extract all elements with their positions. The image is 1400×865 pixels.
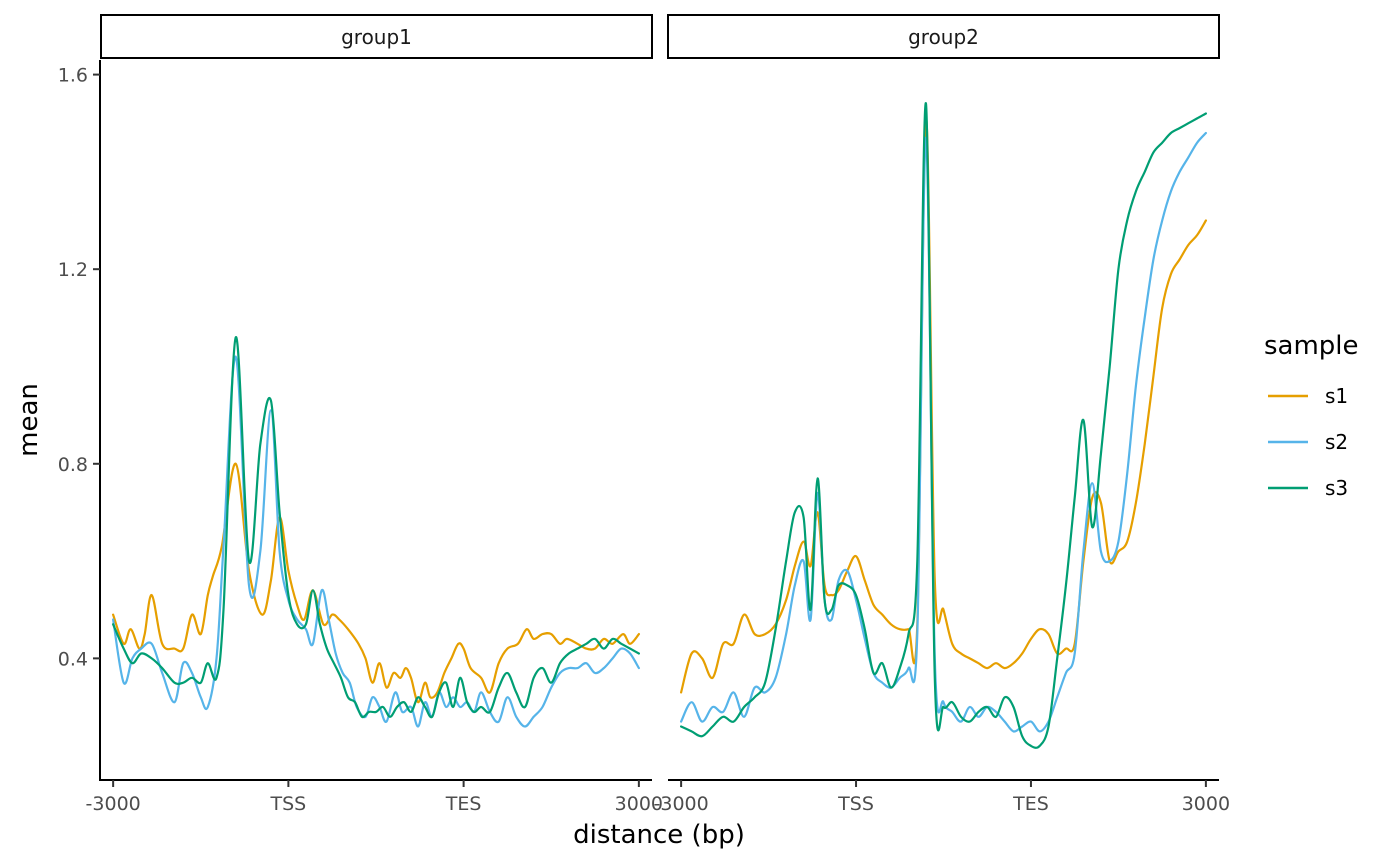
legend-label-s1: s1 (1325, 384, 1348, 408)
facet-label-group1: group1 (341, 25, 412, 49)
y-tick-label: 0.8 (58, 454, 88, 476)
facet-strip-group2: group2 (667, 14, 1220, 59)
legend: sample s1 s2 s3 (1264, 331, 1359, 500)
x-tick-label: -3000 (654, 793, 709, 815)
legend-label-s3: s3 (1325, 476, 1348, 500)
series-line-group2-s1 (680, 117, 1207, 694)
x-tick-label: TSS (837, 793, 874, 815)
series-line-group2-s3 (680, 102, 1207, 749)
x-tick-label: 3000 (1182, 793, 1230, 815)
series-line-group1-s2 (112, 355, 640, 728)
legend-label-s2: s2 (1325, 430, 1348, 454)
x-tick-label: TES (445, 793, 482, 815)
legend-title: sample (1264, 331, 1359, 361)
x-tick-label: 3000 (615, 793, 663, 815)
y-axis-title: mean (14, 383, 44, 457)
legend-items: s1 s2 s3 (1268, 384, 1348, 500)
x-axis-ticks: -3000 TSS TES 3000-3000 TSS TES 3000 (86, 780, 1230, 815)
y-axis-ticks: 0.4 0.8 1.2 1.6 (58, 65, 100, 670)
facet-label-group2: group2 (908, 25, 979, 49)
x-tick-label: -3000 (86, 793, 141, 815)
x-tick-label: TES (1012, 793, 1049, 815)
y-tick-label: 1.2 (58, 259, 88, 281)
series-layer (112, 102, 1207, 749)
facet-strip-group1: group1 (100, 14, 653, 59)
y-tick-label: 1.6 (58, 65, 88, 87)
series-line-group1-s1 (112, 462, 640, 704)
x-axis-title: distance (bp) (573, 820, 745, 850)
x-tick-label: TSS (270, 793, 307, 815)
y-tick-label: 0.4 (58, 648, 88, 670)
series-line-group1-s3 (112, 336, 640, 719)
